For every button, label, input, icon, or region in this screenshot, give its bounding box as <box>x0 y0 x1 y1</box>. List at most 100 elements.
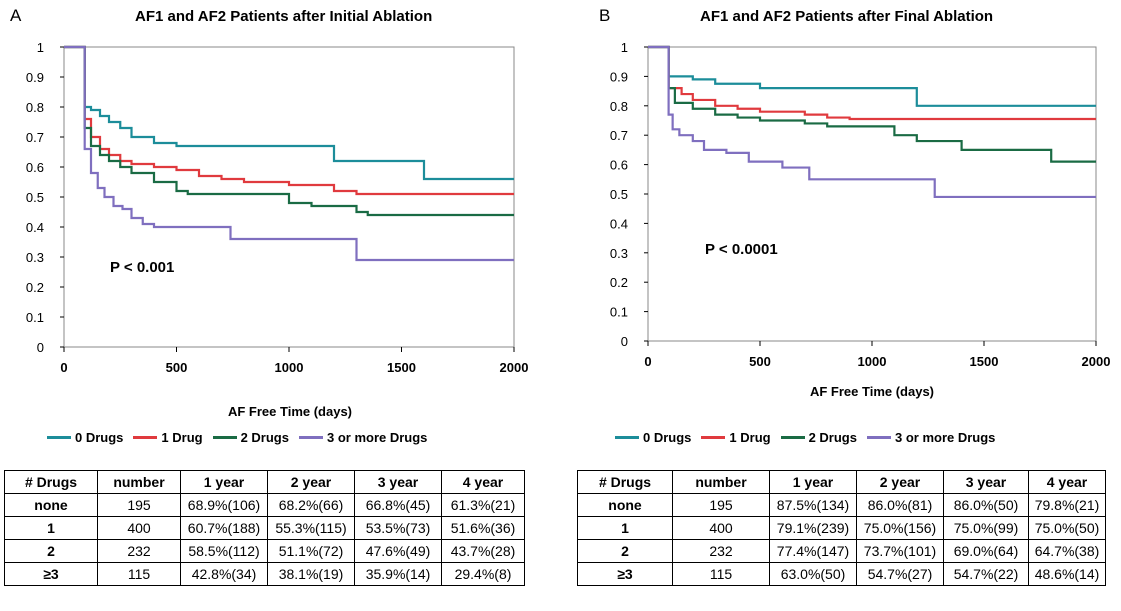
legend-label: 0 Drugs <box>75 430 124 445</box>
y-tick-label: 0.1 <box>610 305 628 320</box>
table-row: 2 232 58.5%(112) 51.1%(72) 47.6%(49) 43.… <box>4 539 525 563</box>
y-tick-label: 0.4 <box>26 220 44 235</box>
legend-label: 1 Drug <box>161 430 203 445</box>
table-cell: 1 <box>577 516 673 540</box>
table-cell: 64.7%(38) <box>1028 539 1106 563</box>
x-tick-label: 2000 <box>1082 354 1111 369</box>
table-header-row: # Drugs number 1 year 2 year 3 year 4 ye… <box>577 470 1106 494</box>
legend-item-1-drug: 1 Drug <box>133 430 203 445</box>
table-cell: 115 <box>97 562 181 586</box>
table-cell: 195 <box>97 493 181 517</box>
y-tick-label: 0.5 <box>26 190 44 205</box>
table-row: 2 232 77.4%(147) 73.7%(101) 69.0%(64) 64… <box>577 539 1106 563</box>
y-tick-label: 0 <box>621 334 628 349</box>
table-cell: 75.0%(156) <box>856 516 944 540</box>
y-tick-label: 1 <box>621 40 628 55</box>
x-tick-label: 1500 <box>387 360 416 375</box>
legend-label: 3 or more Drugs <box>326 430 428 445</box>
table-cell: 42.8%(34) <box>180 562 268 586</box>
panel-a-label: A <box>10 6 22 25</box>
col-header: 4 year <box>1028 470 1106 494</box>
survival-table-a: # Drugs number 1 year 2 year 3 year 4 ye… <box>4 470 525 586</box>
col-header: 3 year <box>354 470 442 494</box>
table-cell: 232 <box>97 539 181 563</box>
survival-table-b: # Drugs number 1 year 2 year 3 year 4 ye… <box>577 470 1106 586</box>
y-tick-label: 0.6 <box>26 160 44 175</box>
legend-swatch <box>701 436 726 439</box>
y-tick-label: 0.7 <box>610 128 628 143</box>
legend-swatch <box>47 436 71 439</box>
table-cell: 79.1%(239) <box>769 516 857 540</box>
table-row: 1 400 60.7%(188) 55.3%(115) 53.5%(73) 51… <box>4 516 525 540</box>
table-cell: 400 <box>672 516 770 540</box>
col-header: 4 year <box>441 470 525 494</box>
table-cell: 195 <box>672 493 770 517</box>
y-tick-label: 0.1 <box>26 310 44 325</box>
legend-swatch <box>780 436 805 439</box>
table-cell: 60.7%(188) <box>180 516 268 540</box>
y-tick-label: 0.2 <box>610 275 628 290</box>
table-cell: 38.1%(19) <box>267 562 355 586</box>
legend-label: 3 or more Drugs <box>894 430 996 445</box>
p-value-annotation: P < 0.001 <box>110 259 174 276</box>
y-tick-label: 1 <box>37 40 44 55</box>
legend-swatch <box>615 436 639 439</box>
legend-item-2-drugs: 2 Drugs <box>212 430 289 445</box>
x-tick-label: 1500 <box>970 354 999 369</box>
y-tick-label: 0.6 <box>610 158 628 173</box>
col-header: 3 year <box>943 470 1029 494</box>
km-chart-b: 0 0.1 0.2 0.3 0.4 0.5 0.6 0.7 0.8 0.9 1 0 500 1000 150… <box>610 40 1111 399</box>
x-axis-label: AF Free Time (days) <box>810 384 934 399</box>
series-line-3-or-more-drugs <box>648 45 1096 199</box>
series-line-0-drugs <box>64 45 514 181</box>
series-line-2-drugs <box>64 45 514 217</box>
y-tick-label: 0.7 <box>26 130 44 145</box>
legend-item-1-drug: 1 Drug <box>701 430 771 445</box>
series-line-0-drugs <box>648 45 1096 107</box>
panel-b-title: AF1 and AF2 Patients after Final Ablatio… <box>700 8 994 25</box>
table-cell: 53.5%(73) <box>354 516 442 540</box>
table-cell: 1 <box>4 516 98 540</box>
table-cell: 68.2%(66) <box>267 493 355 517</box>
table-cell: 51.6%(36) <box>441 516 525 540</box>
legend-item-2-drugs: 2 Drugs <box>780 430 857 445</box>
legend-item-3-drugs: 3 or more Drugs <box>866 430 996 445</box>
panel-a-title: AF1 and AF2 Patients after Initial Ablat… <box>135 8 433 25</box>
table-cell: 79.8%(21) <box>1028 493 1106 517</box>
y-tick-label: 0.3 <box>26 250 44 265</box>
table-cell: 43.7%(28) <box>441 539 525 563</box>
y-tick-label: 0.2 <box>26 280 44 295</box>
table-header-row: # Drugs number 1 year 2 year 3 year 4 ye… <box>4 470 525 494</box>
table-cell: ≥3 <box>577 562 673 586</box>
table-cell: none <box>577 493 673 517</box>
legend-item-0-drugs: 0 Drugs <box>615 430 691 445</box>
table-cell: 400 <box>97 516 181 540</box>
table-cell: 87.5%(134) <box>769 493 857 517</box>
table-cell: 51.1%(72) <box>267 539 355 563</box>
legend-label: 0 Drugs <box>643 430 692 445</box>
legend-swatch <box>866 436 891 439</box>
panel-b-label: B <box>599 6 611 25</box>
col-header: 2 year <box>267 470 355 494</box>
y-tick-label: 0.8 <box>26 100 44 115</box>
col-header: 1 year <box>769 470 857 494</box>
y-tick-label: 0.3 <box>610 246 628 261</box>
table-cell: 75.0%(50) <box>1028 516 1106 540</box>
x-tick-label: 0 <box>644 354 651 369</box>
table-cell: 75.0%(99) <box>943 516 1029 540</box>
y-tick-label: 0.5 <box>610 187 628 202</box>
legend-swatch <box>298 436 323 439</box>
table-row: 1 400 79.1%(239) 75.0%(156) 75.0%(99) 75… <box>577 516 1106 540</box>
table-cell: 48.6%(14) <box>1028 562 1106 586</box>
table-cell: 86.0%(50) <box>943 493 1029 517</box>
table-cell: 66.8%(45) <box>354 493 442 517</box>
table-cell: 54.7%(27) <box>856 562 944 586</box>
p-value-annotation: P < 0.0001 <box>705 241 778 258</box>
table-cell: 68.9%(106) <box>180 493 268 517</box>
y-tick-label: 0.4 <box>610 216 628 231</box>
table-cell: 54.7%(22) <box>943 562 1029 586</box>
table-cell: 61.3%(21) <box>441 493 525 517</box>
col-header: 1 year <box>180 470 268 494</box>
table-cell: 2 <box>577 539 673 563</box>
y-tick-label: 0 <box>37 340 44 355</box>
